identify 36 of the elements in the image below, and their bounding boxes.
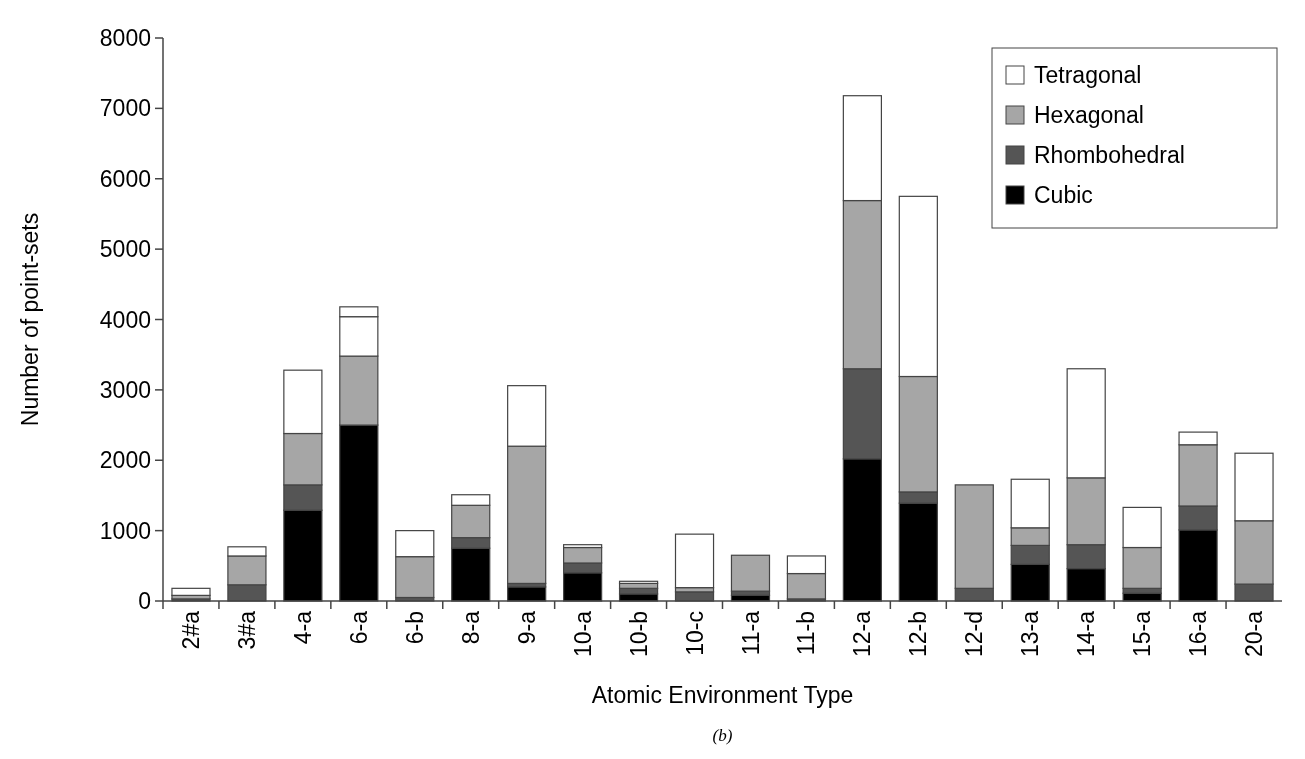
x-tick-label: 3#a bbox=[233, 610, 260, 650]
x-tick-label: 14-a bbox=[1073, 610, 1100, 658]
legend-label: Tetragonal bbox=[1034, 62, 1142, 89]
x-tick-label: 12-d bbox=[961, 611, 988, 658]
y-tick-label: 1000 bbox=[99, 517, 151, 544]
y-tick-label: 4000 bbox=[99, 306, 151, 333]
y-tick-label: 7000 bbox=[99, 95, 151, 122]
y-tick-label: 8000 bbox=[99, 25, 151, 52]
x-tick-label: 16-a bbox=[1185, 610, 1212, 658]
x-tick-label: 8-a bbox=[457, 610, 484, 645]
x-tick-label: 20-a bbox=[1241, 610, 1268, 658]
x-tick-label: 10-c bbox=[681, 611, 708, 656]
y-tick-label: 2000 bbox=[99, 447, 151, 474]
x-tick-label: 4-a bbox=[289, 610, 316, 645]
x-axis-title: Atomic Environment Type bbox=[591, 682, 854, 708]
x-tick-label: 13-a bbox=[1017, 610, 1044, 658]
x-tick-label: 11-a bbox=[737, 610, 764, 656]
x-tick-label: 12-a bbox=[849, 610, 876, 658]
x-tick-label: 11-b bbox=[793, 611, 820, 656]
legend-label: Rhombohedral bbox=[1034, 142, 1185, 169]
y-axis-title: Number of point-sets bbox=[17, 212, 43, 427]
x-tick-label: 12-b bbox=[905, 611, 932, 658]
y-tick-label: 0 bbox=[138, 588, 151, 615]
y-tick-label: 3000 bbox=[99, 376, 151, 403]
text: (b) bbox=[712, 726, 733, 745]
x-tick-label: 10-b bbox=[625, 611, 652, 658]
y-tick-label: 6000 bbox=[99, 165, 151, 192]
x-tick-label: 6-a bbox=[345, 610, 372, 645]
legend-label: Hexagonal bbox=[1034, 102, 1144, 129]
x-tick-label: 15-a bbox=[1129, 610, 1156, 658]
legend-label: Cubic bbox=[1034, 182, 1093, 209]
x-tick-label: 9-a bbox=[513, 610, 540, 645]
x-tick-label: 10-a bbox=[569, 610, 596, 658]
x-tick-label: 6-b bbox=[401, 611, 428, 645]
x-tick-label: 2#a bbox=[178, 610, 205, 650]
y-tick-label: 5000 bbox=[99, 236, 151, 263]
